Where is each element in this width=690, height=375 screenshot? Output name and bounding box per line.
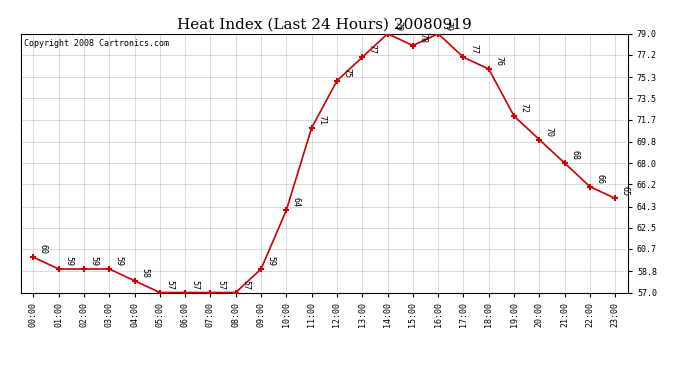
- Text: 59: 59: [115, 256, 124, 266]
- Text: 72: 72: [520, 103, 529, 113]
- Text: 59: 59: [64, 256, 73, 266]
- Text: 71: 71: [317, 115, 326, 125]
- Text: 76: 76: [494, 56, 503, 66]
- Text: 66: 66: [595, 174, 604, 184]
- Text: 65: 65: [621, 186, 630, 196]
- Text: 79: 79: [444, 21, 453, 31]
- Text: 78: 78: [418, 33, 427, 43]
- Text: 57: 57: [241, 280, 250, 290]
- Text: 77: 77: [469, 45, 478, 54]
- Text: 59: 59: [266, 256, 275, 266]
- Text: 57: 57: [166, 280, 175, 290]
- Text: Copyright 2008 Cartronics.com: Copyright 2008 Cartronics.com: [23, 39, 169, 48]
- Text: 60: 60: [39, 244, 48, 255]
- Text: 59: 59: [90, 256, 99, 266]
- Title: Heat Index (Last 24 Hours) 20080919: Heat Index (Last 24 Hours) 20080919: [177, 17, 472, 31]
- Text: 57: 57: [216, 280, 225, 290]
- Text: 58: 58: [140, 268, 149, 278]
- Text: 68: 68: [570, 150, 579, 160]
- Text: 79: 79: [393, 21, 402, 31]
- Text: 70: 70: [545, 127, 554, 137]
- Text: 75: 75: [342, 68, 351, 78]
- Text: 57: 57: [190, 280, 199, 290]
- Text: 77: 77: [368, 45, 377, 54]
- Text: 64: 64: [292, 197, 301, 207]
